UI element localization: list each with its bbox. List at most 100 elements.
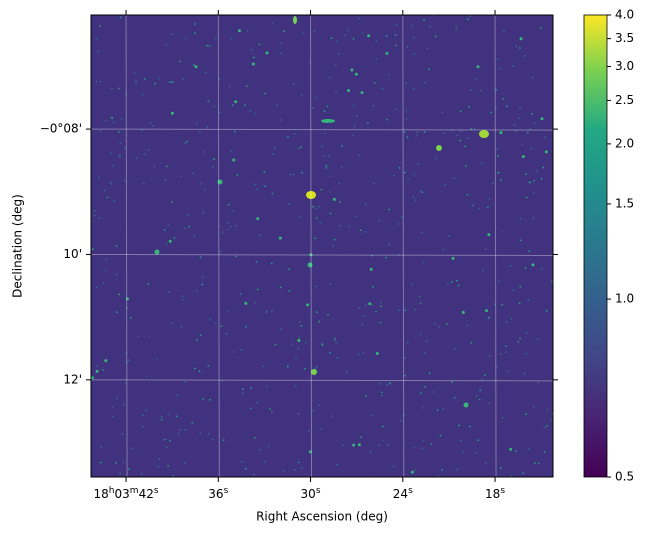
faint-star bbox=[256, 401, 258, 404]
faint-star bbox=[517, 340, 520, 343]
faint-star bbox=[536, 338, 539, 340]
faint-star bbox=[487, 317, 490, 320]
faint-star bbox=[252, 56, 255, 59]
faint-star bbox=[492, 182, 495, 184]
faint-star bbox=[373, 182, 375, 185]
faint-star bbox=[111, 406, 114, 409]
faint-star bbox=[424, 385, 427, 388]
faint-star bbox=[95, 80, 98, 83]
faint-star bbox=[143, 182, 145, 185]
star bbox=[217, 179, 223, 185]
faint-star bbox=[352, 38, 355, 40]
colorbar-tick-label: 3.5 bbox=[615, 31, 634, 45]
faint-star bbox=[253, 301, 256, 304]
faint-star bbox=[93, 214, 96, 217]
faint-star bbox=[148, 148, 150, 151]
faint-star bbox=[519, 239, 522, 242]
faint-star bbox=[532, 191, 535, 194]
faint-star bbox=[537, 381, 540, 384]
faint-star bbox=[204, 71, 207, 74]
faint-star bbox=[451, 381, 454, 384]
grid-line bbox=[90, 128, 554, 131]
faint-star bbox=[542, 166, 545, 169]
faint-star bbox=[428, 25, 431, 28]
faint-star bbox=[213, 158, 216, 161]
faint-star bbox=[274, 343, 277, 346]
faint-star bbox=[335, 91, 337, 94]
faint-star bbox=[193, 367, 196, 370]
faint-star bbox=[294, 384, 297, 387]
faint-star bbox=[423, 81, 426, 84]
faint-star bbox=[184, 142, 187, 144]
faint-star bbox=[445, 323, 448, 326]
faint-star bbox=[227, 310, 230, 313]
faint-star bbox=[439, 434, 442, 437]
faint-star bbox=[292, 83, 295, 85]
faint-star bbox=[373, 81, 376, 84]
faint-star bbox=[513, 124, 516, 127]
faint-star bbox=[342, 444, 345, 447]
faint-star bbox=[153, 165, 156, 168]
faint-star bbox=[192, 64, 195, 66]
faint-star bbox=[234, 224, 237, 227]
colorbar-tick-label: 2.5 bbox=[615, 93, 634, 107]
faint-star bbox=[424, 352, 426, 354]
faint-star bbox=[485, 462, 487, 465]
faint-star bbox=[546, 424, 548, 427]
faint-star bbox=[525, 353, 528, 355]
faint-star bbox=[249, 110, 252, 112]
faint-star bbox=[416, 131, 419, 134]
faint-star bbox=[501, 417, 504, 419]
faint-star bbox=[142, 425, 145, 428]
faint-star bbox=[381, 394, 384, 397]
faint-star bbox=[326, 105, 329, 108]
faint-star bbox=[519, 337, 522, 340]
faint-star bbox=[95, 286, 98, 289]
faint-star bbox=[481, 378, 484, 381]
faint-star bbox=[328, 76, 331, 79]
faint-star bbox=[265, 310, 268, 313]
faint-star bbox=[124, 179, 126, 182]
faint-star bbox=[527, 299, 530, 302]
faint-star bbox=[509, 265, 512, 267]
faint-star bbox=[175, 415, 178, 418]
faint-star bbox=[91, 248, 94, 251]
faint-star bbox=[466, 193, 469, 196]
faint-star bbox=[389, 382, 391, 385]
faint-star bbox=[361, 323, 364, 326]
faint-star bbox=[208, 398, 211, 401]
faint-star bbox=[125, 352, 128, 354]
faint-star bbox=[419, 333, 422, 336]
faint-star bbox=[459, 110, 462, 113]
faint-star bbox=[499, 467, 502, 469]
faint-star bbox=[156, 358, 159, 361]
faint-star bbox=[201, 276, 204, 279]
faint-star bbox=[332, 244, 334, 247]
faint-star bbox=[194, 32, 197, 35]
faint-star bbox=[246, 29, 249, 32]
faint-star bbox=[501, 303, 504, 306]
faint-star bbox=[388, 208, 391, 211]
faint-star bbox=[147, 283, 150, 285]
faint-star bbox=[386, 383, 388, 386]
faint-star bbox=[288, 268, 291, 271]
faint-star bbox=[271, 411, 273, 414]
faint-star bbox=[412, 36, 415, 39]
faint-star bbox=[320, 188, 323, 191]
faint-star bbox=[93, 210, 96, 212]
faint-star bbox=[496, 148, 499, 150]
colorbar-tick-label: 4.0 bbox=[615, 8, 634, 22]
faint-star bbox=[100, 446, 103, 449]
faint-star bbox=[525, 332, 528, 334]
faint-star bbox=[152, 124, 155, 127]
faint-star bbox=[305, 303, 309, 307]
faint-star bbox=[400, 216, 403, 219]
grid-line bbox=[402, 14, 405, 478]
faint-star bbox=[336, 463, 338, 466]
faint-star bbox=[164, 178, 167, 181]
faint-star bbox=[364, 231, 367, 233]
faint-star bbox=[207, 100, 210, 103]
faint-star bbox=[145, 409, 147, 412]
faint-star bbox=[115, 462, 117, 464]
